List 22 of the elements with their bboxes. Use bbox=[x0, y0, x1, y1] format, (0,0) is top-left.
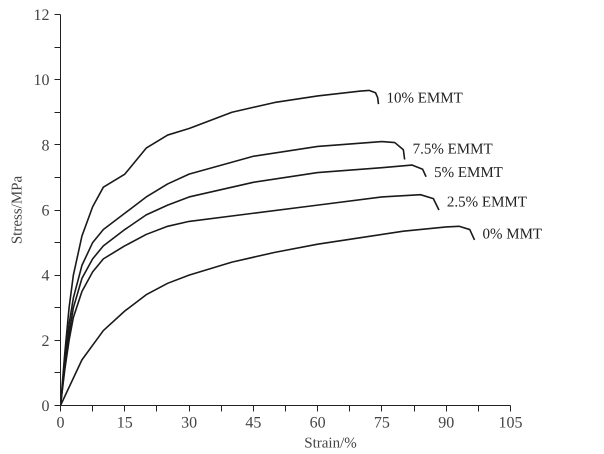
series-label: 0% MMT bbox=[482, 226, 542, 242]
series-label: 7.5% EMMT bbox=[412, 142, 493, 158]
y-tick-label: 12 bbox=[34, 7, 50, 24]
x-axis-title: Strain/% bbox=[304, 436, 357, 452]
y-tick-label: 6 bbox=[42, 202, 50, 220]
x-tick-label: 45 bbox=[245, 414, 262, 432]
y-tick-label: 8 bbox=[42, 137, 50, 154]
x-tick-label: 75 bbox=[374, 414, 390, 432]
series-label: 10% EMMT bbox=[386, 90, 463, 106]
y-tick-label: 0 bbox=[42, 398, 50, 415]
series-label: 2.5% EMMT bbox=[446, 194, 527, 211]
x-tick-label: 105 bbox=[498, 414, 522, 432]
x-tick-label: 15 bbox=[116, 414, 133, 432]
y-tick-label: 10 bbox=[34, 72, 50, 90]
y-tick-label: 4 bbox=[42, 268, 50, 285]
y-tick-label: 2 bbox=[42, 332, 50, 350]
x-tick-label: 0 bbox=[56, 414, 64, 432]
y-axis-title: Stress/MPa bbox=[10, 175, 26, 244]
x-tick-label: 30 bbox=[181, 414, 198, 432]
x-tick-label: 90 bbox=[438, 414, 454, 432]
x-tick-label: 60 bbox=[310, 414, 326, 432]
series-label: 5% EMMT bbox=[434, 165, 503, 182]
